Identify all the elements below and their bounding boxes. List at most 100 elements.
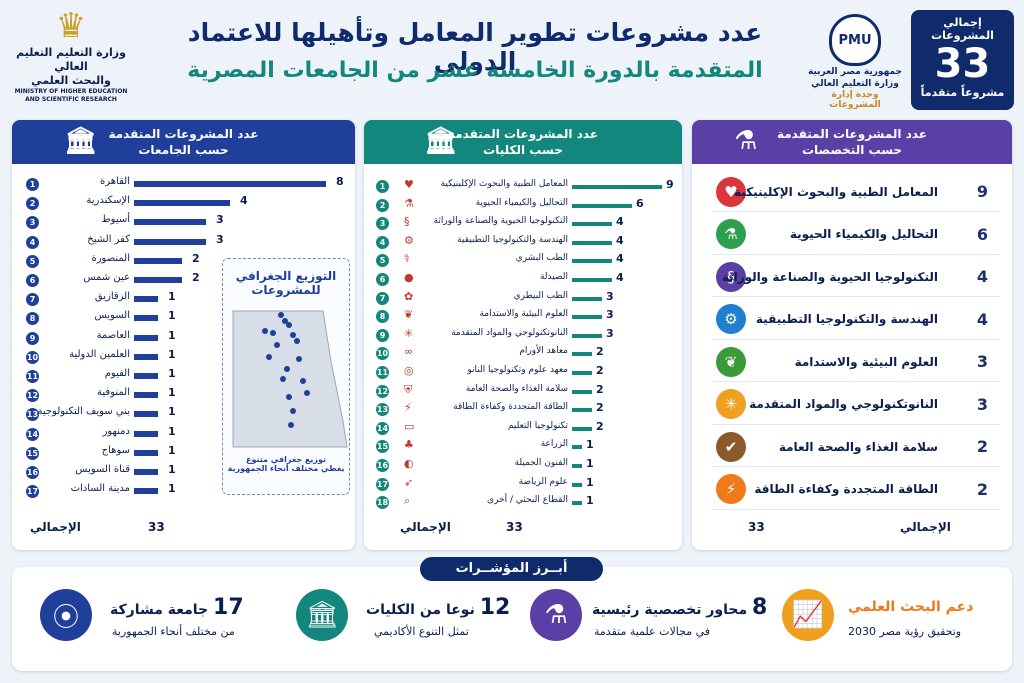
university-bar-value: 1 [168, 405, 176, 419]
university-name: مدينة السادات [70, 483, 130, 495]
faculty-name: المعامل الطبية والبحوث الإكلينيكية [440, 179, 568, 189]
page-subtitle: المتقدمة بالدورة الخامسة عشر من الجامعات… [187, 58, 763, 83]
faculty-rank-badge: 2 [376, 198, 389, 212]
faculty-bar-value: 3 [606, 308, 614, 322]
university-name: القاهرة [100, 176, 130, 187]
shield-icon: ⛨ [404, 382, 413, 396]
ministry-name-ar-2: والبحث العلمي [31, 74, 111, 87]
kpi-universities-text: جامعة مشاركة [110, 602, 209, 618]
faculty-rank-badge: 17 [376, 477, 389, 491]
university-rank-badge: 2 [26, 197, 39, 211]
flask-icon: ⚗ [530, 589, 582, 641]
ribbon-icon: ∞ [404, 345, 414, 359]
specialization-count: 2 [976, 479, 988, 499]
faculty-bar [572, 352, 592, 357]
search-icon: ⌕ [404, 494, 411, 508]
specialization-row: ⚡ الطاقة المتجددة وكفاءة الطاقة 2 [712, 470, 1000, 510]
faculty-rank-badge: 6 [376, 273, 389, 286]
shield-check-icon: ✔ [716, 431, 746, 462]
pmu-line-3: وحدة إدارة المشروعات [829, 90, 881, 110]
university-bar [134, 296, 158, 303]
faculty-name: النانوتكنولوجي والمواد المتقدمة [451, 327, 568, 338]
map-title-2: للمشروعات [251, 283, 321, 297]
kpi-universities: ⦿ 17 جامعة مشاركة من مختلف أنحاء الجمهور… [40, 587, 260, 647]
faculty-rank-badge: 15 [376, 440, 389, 454]
specializations-total-label: الإجمالي [900, 520, 951, 534]
specialization-count: 3 [976, 394, 988, 414]
specializations-title-1: عدد المشروعات المتقدمة [776, 127, 928, 141]
bolt-icon: ⚡ [404, 401, 412, 415]
university-name: سوهاج [101, 444, 130, 456]
gear-icon: ⚙ [716, 304, 746, 334]
pmu-line-2: وزارة التعليم العالي [811, 79, 899, 89]
faculty-rank-badge: 1 [376, 180, 389, 193]
university-bar-value: 1 [168, 290, 176, 304]
university-bar-value: 3 [216, 213, 224, 227]
atom-icon: ✳ [404, 326, 414, 340]
kpi-research-sub: وتحقيق رؤية مصر 2030 [848, 625, 962, 638]
faculty-bar [572, 259, 612, 264]
faculty-name: الفنون الجميلة [514, 458, 568, 468]
specializations-card-header: ⚗ عدد المشروعات المتقدمة حسب التخصصات [692, 120, 1012, 164]
specialization-count: 6 [976, 224, 988, 244]
university-bar [134, 430, 158, 437]
pill-icon: ● [404, 271, 414, 284]
faculty-rank-badge: 11 [376, 366, 389, 379]
faculty-name: الطاقة المتجددة وكفاءة الطاقة [453, 402, 568, 413]
university-rank-badge: 6 [26, 274, 39, 287]
university-bar-value: 1 [168, 424, 176, 438]
faculty-bar-value: 4 [616, 215, 624, 229]
university-name: أسيوط [101, 214, 130, 226]
faculty-rank-badge: 4 [376, 235, 389, 249]
faculty-bar [572, 185, 662, 189]
map-pin-icon [280, 376, 286, 382]
university-bar [134, 392, 158, 399]
faculty-bar-value: 4 [616, 233, 624, 247]
university-rank-badge: 5 [26, 254, 39, 268]
test-tube-icon: ⚗ [404, 196, 414, 210]
specialization-name: النانوتكنولوجي والمواد المتقدمة [749, 397, 938, 411]
university-rank-badge: 14 [26, 427, 39, 441]
palette-icon: ◐ [404, 457, 414, 470]
map-pin-icon [294, 338, 300, 344]
university-rank-badge: 3 [26, 216, 39, 230]
faculty-name: الصيدلة [539, 272, 568, 282]
university-bar-value: 3 [216, 232, 224, 246]
map-pin-icon [270, 330, 276, 336]
faculty-bar [572, 278, 612, 282]
university-bar [134, 334, 158, 341]
egypt-map-icon [232, 310, 348, 448]
university-bar-value: 1 [168, 309, 176, 323]
universities-total-value: 33 [148, 520, 165, 534]
pmu-shield-icon: PMU [829, 14, 881, 66]
kpi-faculties-line: 12 نوعا من الكليات [366, 595, 510, 620]
university-rank-badge: 1 [26, 178, 39, 191]
kpi-faculties-text: نوعا من الكليات [366, 602, 475, 618]
map-note-2: يغطي مختلف أنحاء الجمهورية [227, 464, 345, 473]
flask-icon: ⚗ [734, 126, 758, 156]
specializations-total-value: 33 [748, 520, 765, 534]
faculty-bar-value: 4 [616, 271, 624, 284]
faculty-name: الهندسة والتكنولوجيا التطبيقية [457, 234, 568, 245]
total-projects-value: 33 [934, 41, 991, 87]
faculties-title-1: عدد المشروعات المتقدمة [447, 127, 599, 141]
faculty-bar-value: 2 [596, 401, 604, 415]
total-projects-sub: مشروعاً متقدماً [920, 86, 1005, 99]
faculty-bar-value: 3 [606, 289, 614, 303]
ministry-name-ar-1: وزارة التعليم التعليم العالي [16, 46, 126, 73]
university-bar-value: 1 [168, 443, 176, 457]
specialization-row: ✔ سلامة الغذاء والصحة العامة 2 [712, 427, 1000, 467]
faculty-bar-value: 6 [636, 196, 644, 210]
map-pin-icon [304, 390, 310, 396]
university-name: عين شمس [83, 272, 130, 283]
faculty-name: علوم الرياضة [518, 476, 568, 487]
university-bar-value: 2 [192, 251, 200, 265]
faculty-name: القطاع البحثي / أخرى [487, 495, 568, 506]
faculties-total-value: 33 [506, 520, 523, 534]
faculty-bar [572, 315, 602, 320]
university-bar-value: 1 [168, 386, 176, 400]
university-rank-badge: 10 [26, 350, 39, 364]
university-name: الزقازيق [94, 291, 130, 303]
faculty-bar [572, 222, 612, 227]
specialization-name: العلوم البيئية والاستدامة [794, 354, 938, 369]
